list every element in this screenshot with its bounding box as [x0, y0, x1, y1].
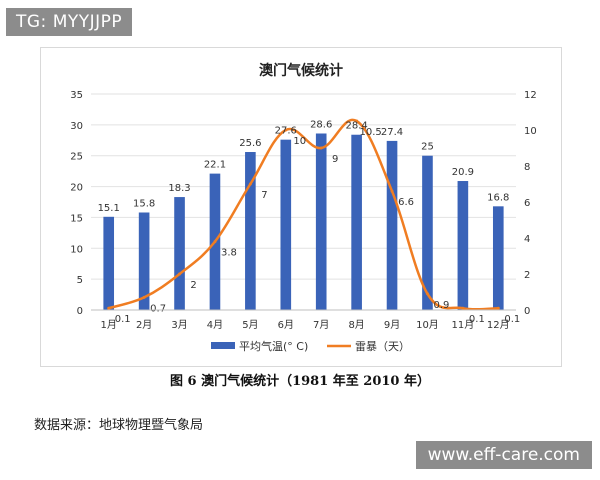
- x-tick-label: 2月: [136, 319, 152, 331]
- x-tick-label: 8月: [348, 319, 364, 331]
- line-layer: [107, 118, 500, 311]
- line-point: [390, 189, 394, 193]
- x-tick-label: 4月: [207, 319, 223, 331]
- line-point: [496, 306, 500, 310]
- bar: [245, 152, 256, 310]
- bar: [386, 140, 398, 310]
- x-tick-label: 9月: [384, 319, 400, 331]
- x-tick-label: 10月: [416, 319, 439, 331]
- line-point: [142, 295, 146, 299]
- bar-data-label: 25: [421, 142, 434, 153]
- legend: 平均气温(° C) 雷暴（天）: [211, 339, 410, 353]
- axis-layer: 0 5 10 15 20 25 30 35 0 2 4 6 8 10 12 1月 2月 3月 4月 5月 6月 7月 8月 9…: [70, 90, 536, 331]
- y-right-tick-label: 6: [524, 198, 530, 209]
- legend-bar-label: 平均气温(° C): [239, 339, 308, 353]
- line-point: [355, 119, 359, 123]
- line-data-label: 0.1: [469, 314, 485, 325]
- bar: [280, 139, 292, 310]
- bar-data-label: 16.8: [487, 192, 509, 203]
- y-right-tick-label: 12: [524, 90, 537, 101]
- y-left-tick-label: 20: [70, 183, 83, 194]
- line-point: [213, 240, 217, 244]
- x-tick-label: 12月: [487, 319, 510, 331]
- bar-data-label: 27.6: [275, 126, 297, 137]
- line-data-label: 0.7: [150, 303, 166, 314]
- line-data-label: 10.5: [359, 127, 381, 138]
- y-right-tick-label: 0: [524, 306, 530, 317]
- bar: [351, 134, 362, 310]
- bar: [457, 181, 469, 310]
- line-data-label: 0.9: [434, 300, 450, 311]
- chart-frame: 澳门气候统计 15.1 15.8 18.3 22.1 25.6 27.6 28.6 28.4 2…: [40, 47, 562, 367]
- bar-data-label: 22.1: [204, 160, 226, 171]
- line-data-label: 3.8: [221, 248, 237, 259]
- bar: [103, 216, 115, 310]
- watermark-top: TG: MYYJJPP: [6, 8, 133, 36]
- line-point: [461, 306, 465, 310]
- legend-line-label: 雷暴（天）: [355, 340, 410, 353]
- line-data-label: 10: [293, 136, 306, 147]
- x-tick-label: 5月: [242, 319, 258, 331]
- line-data-label: 6.6: [398, 197, 414, 208]
- line-point: [248, 182, 252, 186]
- watermark-bottom: www.eff-care.com: [415, 441, 592, 469]
- series-line: [108, 118, 499, 311]
- bar-data-label: 27.4: [381, 127, 403, 138]
- line-data-label: 0.1: [115, 314, 131, 325]
- y-right-tick-label: 8: [524, 162, 530, 173]
- line-data-label: 2: [190, 280, 196, 291]
- bar: [492, 206, 504, 310]
- bar-data-label: 20.9: [452, 167, 474, 178]
- figure-caption: 图 6 澳门气候统计（1981 年至 2010 年）: [169, 374, 431, 389]
- chart-title: 澳门气候统计: [259, 62, 343, 79]
- bar: [315, 133, 327, 310]
- legend-bar-swatch: [211, 342, 235, 349]
- line-point: [284, 128, 288, 132]
- y-left-tick-label: 35: [70, 90, 83, 101]
- x-tick-label: 7月: [313, 319, 329, 331]
- y-right-tick-label: 4: [524, 234, 530, 245]
- grid-layer: [91, 93, 516, 311]
- x-tick-label: 11月: [452, 319, 475, 331]
- line-data-label: 9: [332, 154, 338, 165]
- y-left-tick-label: 0: [77, 306, 83, 317]
- y-left-tick-label: 25: [70, 152, 83, 163]
- x-tick-label: 3月: [171, 319, 187, 331]
- line-data-label: 7: [261, 190, 267, 201]
- bar-data-label: 15.1: [98, 203, 120, 214]
- line-point: [319, 146, 323, 150]
- y-left-tick-label: 30: [70, 121, 83, 132]
- line-point: [425, 292, 429, 296]
- y-right-tick-label: 2: [524, 270, 530, 281]
- line-point: [107, 306, 111, 310]
- line-data-label: 0.1: [504, 314, 520, 325]
- bar-layer: [103, 133, 504, 310]
- bar-data-label: 15.8: [133, 198, 155, 209]
- y-right-tick-label: 10: [524, 126, 537, 137]
- y-left-tick-label: 15: [70, 213, 83, 224]
- x-tick-label: 1月: [101, 319, 117, 331]
- climate-chart: 澳门气候统计 15.1 15.8 18.3 22.1 25.6 27.6 28.6 28.4 2…: [70, 62, 536, 353]
- bar-data-label: 28.4: [345, 121, 367, 132]
- y-left-tick-label: 5: [77, 275, 83, 286]
- bar-data-label: 18.3: [168, 183, 190, 194]
- bar: [174, 197, 185, 310]
- label-layer: 15.1 15.818.322.125.627.628.6 28.427.42520…: [98, 119, 521, 325]
- y-left-tick-label: 10: [70, 244, 83, 255]
- x-tick-label: 6月: [278, 319, 294, 331]
- bar: [138, 212, 150, 310]
- data-source: 数据来源：地球物理暨气象局: [34, 418, 204, 433]
- bar-data-label: 28.6: [310, 119, 332, 130]
- bar-data-label: 25.6: [239, 138, 261, 149]
- bar: [422, 155, 433, 310]
- line-point: [178, 272, 182, 276]
